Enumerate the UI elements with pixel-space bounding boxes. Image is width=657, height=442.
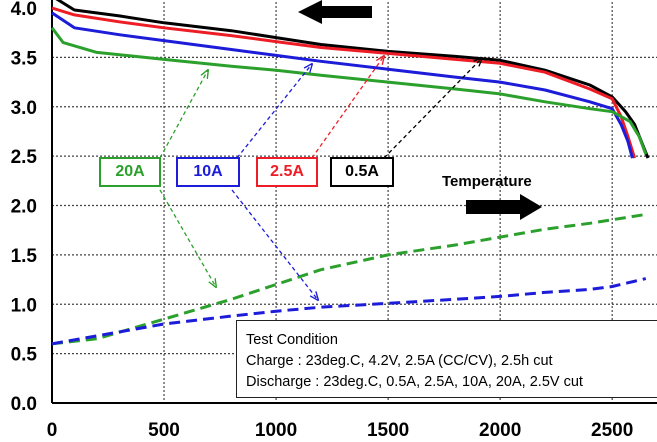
y-tick-label: 3.5 <box>11 48 38 69</box>
right-arrow-icon <box>466 194 542 220</box>
pointer-arrow <box>236 64 312 159</box>
x-tick-label: 2000 <box>479 420 521 441</box>
y-tick-label: 1.5 <box>11 246 38 267</box>
legend-2-5a: 2.5A <box>256 157 318 187</box>
y-tick-label: 0.0 <box>11 394 37 415</box>
legend-0-5a: 0.5A <box>330 157 394 187</box>
series-line-10a <box>51 11 634 159</box>
legend-0-5a-label: 0.5A <box>345 163 379 180</box>
temperature-label: Temperature <box>442 173 532 190</box>
pointer-arrow <box>159 189 216 287</box>
legend-20a: 20A <box>99 157 161 187</box>
legend-10a-label: 10A <box>193 163 223 180</box>
test-condition-discharge: Discharge : 23deg.C, 0.5A, 2.5A, 10A, 20… <box>246 374 583 390</box>
left-arrow-icon <box>298 0 372 24</box>
series-line-20a <box>50 26 648 155</box>
y-tick-label: 2.5 <box>11 147 38 168</box>
x-tick-label: 2500 <box>591 420 633 441</box>
x-tick-label: 500 <box>148 420 180 441</box>
y-tick-label: 4.0 <box>11 0 37 20</box>
x-tick-label: 0 <box>47 420 58 441</box>
legend-2-5a-label: 2.5A <box>270 163 304 180</box>
series-lines <box>50 0 650 346</box>
y-tick-label: 2.0 <box>11 197 37 218</box>
pointer-arrow <box>383 58 482 159</box>
y-tick-label: 0.5 <box>11 345 38 366</box>
series-line-2-5a <box>51 6 637 159</box>
legend-20a-label: 20A <box>115 163 145 180</box>
test-condition-box: Test Condition Charge : 23deg.C, 4.2V, 2… <box>236 320 657 398</box>
axis-ticks: 0 500 1000 1500 2000 2500 0.0 0.5 1.0 1.5 2.0 2.5 3.… <box>11 0 634 441</box>
test-condition-charge: Charge : 23deg.C, 4.2V, 2.5A (CC/CV), 2.… <box>246 353 553 369</box>
legend-10a: 10A <box>176 157 240 187</box>
series-line-20a-temperature <box>51 212 647 346</box>
pointer-arrow <box>231 189 318 300</box>
test-condition-title: Test Condition <box>246 332 338 348</box>
x-tick-label: 1000 <box>255 420 297 441</box>
y-tick-label: 3.0 <box>11 98 37 119</box>
series-line-0-5a <box>55 0 650 159</box>
x-tick-label: 1500 <box>367 420 409 441</box>
annotations <box>159 0 542 300</box>
pointer-arrow <box>159 70 208 159</box>
y-tick-label: 1.0 <box>11 295 37 316</box>
